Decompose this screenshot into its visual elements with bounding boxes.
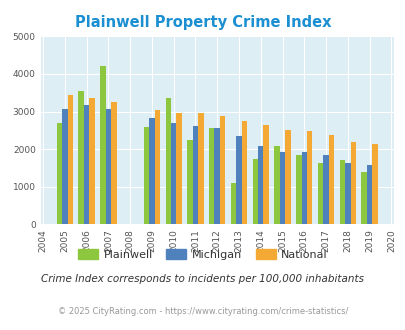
Bar [89, 98, 94, 224]
Bar [279, 152, 285, 224]
Bar [105, 109, 111, 224]
Bar [100, 66, 105, 224]
Bar [236, 136, 241, 224]
Bar [350, 142, 355, 224]
Bar [252, 159, 258, 224]
Bar [111, 102, 116, 224]
Bar [241, 121, 247, 224]
Bar [328, 135, 333, 224]
Bar [143, 127, 149, 224]
Bar [344, 163, 350, 224]
Bar [149, 118, 154, 224]
Bar [62, 109, 67, 224]
Bar [84, 105, 89, 224]
Bar [295, 155, 301, 224]
Bar [285, 130, 290, 224]
Bar [154, 110, 160, 224]
Text: Crime Index corresponds to incidents per 100,000 inhabitants: Crime Index corresponds to incidents per… [41, 274, 364, 284]
Bar [371, 144, 377, 224]
Bar [306, 131, 312, 224]
Bar [274, 146, 279, 224]
Bar [360, 173, 366, 224]
Bar [209, 128, 214, 224]
Bar [57, 123, 62, 224]
Bar [301, 152, 306, 224]
Bar [171, 123, 176, 224]
Bar [339, 160, 344, 224]
Bar [258, 146, 263, 224]
Bar [317, 163, 322, 224]
Bar [366, 165, 371, 224]
Bar [67, 95, 73, 224]
Text: Plainwell Property Crime Index: Plainwell Property Crime Index [75, 15, 330, 30]
Bar [230, 183, 236, 224]
Bar [322, 155, 328, 224]
Bar [214, 128, 220, 224]
Bar [176, 114, 181, 224]
Legend: Plainwell, Michigan, National: Plainwell, Michigan, National [74, 245, 331, 264]
Bar [263, 125, 268, 224]
Bar [165, 98, 171, 224]
Text: © 2025 CityRating.com - https://www.cityrating.com/crime-statistics/: © 2025 CityRating.com - https://www.city… [58, 307, 347, 316]
Bar [220, 116, 225, 224]
Bar [192, 126, 198, 224]
Bar [78, 91, 84, 224]
Bar [198, 114, 203, 224]
Bar [187, 140, 192, 224]
